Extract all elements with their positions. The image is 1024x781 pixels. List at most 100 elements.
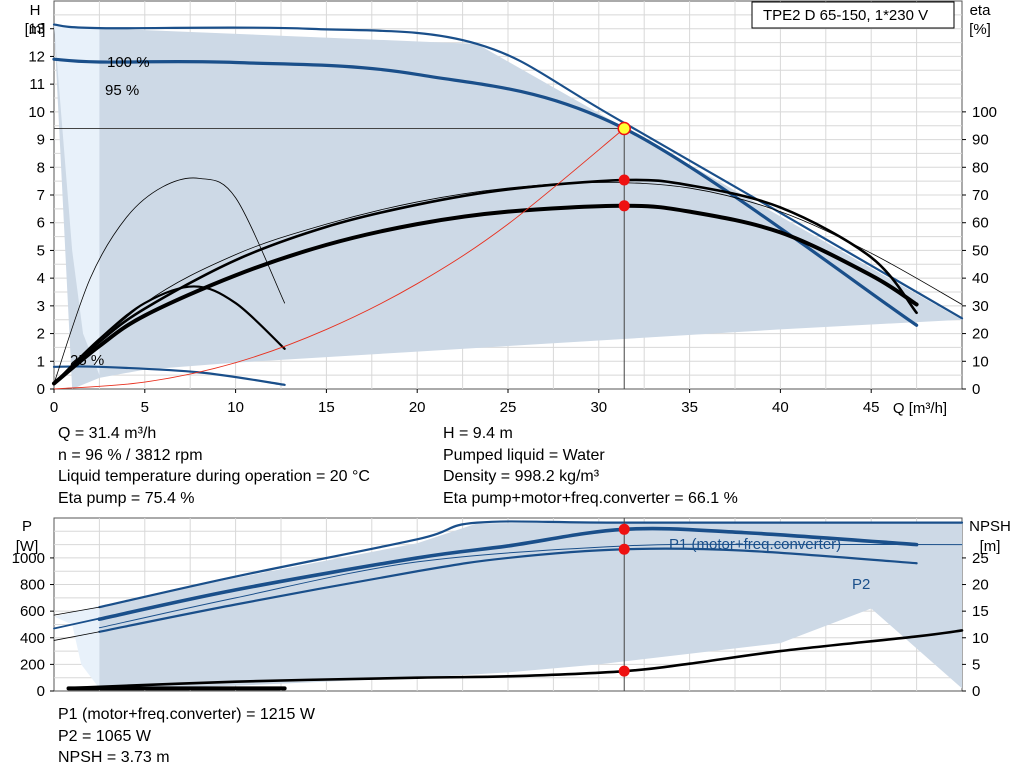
- power-chart-markers: [618, 518, 630, 691]
- info-density: Density = 998.2 kg/m³: [443, 468, 600, 485]
- power-y2-tick-label: 0: [972, 683, 980, 700]
- head-chart-ticks: 0123456789101112130102030405060708090100…: [28, 21, 997, 416]
- info-flow: Q = 31.4 m³/h: [58, 425, 157, 442]
- curve-p1-100: [98, 520, 964, 609]
- info-bottom-block: P1 (motor+freq.converter) = 1215 W P2 = …: [58, 704, 315, 769]
- power-y-tick-label: 600: [20, 603, 45, 620]
- x-tick-label: 0: [50, 399, 58, 416]
- head-y2-tick-label: 20: [972, 326, 989, 343]
- legend-p1: P1 (motor+freq.converter): [669, 536, 841, 553]
- info-head: H = 9.4 m: [443, 425, 513, 442]
- curve-p-thin-left-c: [53, 631, 100, 641]
- info-eta-total: Eta pump+motor+freq.converter = 66.1 %: [443, 489, 738, 507]
- head-y-axis-unit: [m]: [25, 21, 46, 38]
- head-y-tick-label: 4: [37, 270, 45, 287]
- info-right-block: H = 9.4 m Pumped liquid = Water Density …: [443, 423, 738, 509]
- npsh-axis-label: NPSH: [969, 518, 1011, 535]
- power-point-marker: [618, 665, 630, 677]
- info-p2: P2 = 1065 W: [58, 727, 151, 745]
- head-y-tick-label: 0: [37, 381, 45, 398]
- x-tick-label: 40: [772, 399, 789, 416]
- legend-p2: P2: [852, 576, 870, 593]
- curve-p-thin-left-a: [53, 606, 100, 616]
- npsh-axis-unit: [m]: [980, 538, 1001, 555]
- head-y-tick-label: 8: [37, 159, 45, 176]
- info-liquid-temp: Liquid temperature during operation = 20…: [58, 468, 370, 485]
- x-tick-label: 35: [681, 399, 698, 416]
- title-box-text: TPE2 D 65-150, 1*230 V: [763, 7, 928, 24]
- curve-eta-total: [52, 203, 919, 386]
- x-tick-label: 20: [409, 399, 426, 416]
- curve-p1-bold: [97, 526, 919, 621]
- curve-label-100: 100 %: [107, 54, 150, 71]
- curve-system-curve: [53, 128, 625, 390]
- head-area-fill: [54, 24, 962, 390]
- head-y-tick-label: 7: [37, 187, 45, 204]
- info-npsh: NPSH = 3.73 m: [58, 749, 170, 766]
- power-y-tick-label: 1000: [12, 550, 45, 567]
- head-y2-tick-label: 50: [972, 242, 989, 259]
- head-y-tick-label: 11: [29, 76, 45, 93]
- x-tick-label: 45: [863, 399, 880, 416]
- curve-eta-pump: [52, 178, 918, 385]
- head-y-tick-label: 3: [37, 298, 45, 315]
- curve-p-thin-left-b: [53, 617, 101, 630]
- curve-p2-95: [98, 547, 918, 633]
- head-y-tick-label: 9: [37, 132, 45, 149]
- head-y-tick-label: 5: [37, 242, 45, 259]
- head-y-tick-label: 2: [37, 326, 45, 343]
- head-y2-tick-label: 100: [972, 104, 997, 121]
- title-box: [751, 1, 955, 29]
- info-speed: n = 96 % / 3812 rpm: [58, 446, 203, 464]
- head-chart-curves: [52, 23, 964, 390]
- x-tick-label: 10: [227, 399, 244, 416]
- head-y-tick-label: 10: [28, 104, 45, 121]
- power-y2-tick-label: 10: [972, 630, 989, 647]
- curve-label-95: 95 %: [105, 82, 139, 99]
- head-y2-tick-label: 90: [972, 132, 989, 149]
- power-y-tick-label: 800: [20, 577, 45, 594]
- power-area-fill: [99, 522, 962, 690]
- power-y-tick-label: 200: [20, 656, 45, 673]
- x-tick-label: 15: [318, 399, 335, 416]
- power-y2-tick-label: 20: [972, 577, 989, 594]
- x-tick-label: 30: [590, 399, 607, 416]
- head-y-tick-label: 6: [37, 215, 45, 232]
- info-p1: P1 (motor+freq.converter) = 1215 W: [58, 706, 315, 723]
- x-tick-label: 5: [141, 399, 149, 416]
- head-y2-tick-label: 10: [972, 353, 989, 370]
- info-eta-pump: Eta pump = 75.4 %: [58, 489, 195, 507]
- power-chart-area: [54, 522, 962, 690]
- info-left-block: Q = 31.4 m³/h n = 96 % / 3812 rpm Liquid…: [58, 423, 370, 509]
- curve-head-95: [52, 57, 919, 327]
- head-y2-tick-label: 70: [972, 187, 989, 204]
- power-y-axis-unit: [W]: [16, 538, 39, 555]
- power-point-marker: [618, 523, 630, 535]
- power-point-marker: [618, 543, 630, 555]
- head-y2-tick-label: 30: [972, 298, 989, 315]
- eta-axis-unit: [%]: [969, 21, 991, 38]
- curve-eta-thin-big: [53, 182, 963, 384]
- head-y2-tick-label: 40: [972, 270, 989, 287]
- head-y-axis-label: H: [30, 2, 41, 19]
- power-y2-tick-label: 5: [972, 656, 980, 673]
- head-chart-markers: [54, 121, 631, 389]
- info-pumped-liquid: Pumped liquid = Water: [443, 446, 605, 464]
- power-chart-ticks: 0 200 400 600 800 1000 0 5 10 15 20 25: [12, 550, 989, 700]
- head-y2-tick-label: 0: [972, 381, 980, 398]
- curve-npsh: [67, 629, 964, 690]
- power-y2-tick-label: 25: [972, 550, 989, 567]
- x-axis-label: Q [m³/h]: [893, 400, 947, 417]
- eta-point-marker: [618, 200, 630, 212]
- head-y-tick-label: 12: [28, 48, 45, 65]
- head-y2-tick-label: 80: [972, 159, 989, 176]
- eta-axis-label: eta: [970, 2, 992, 19]
- head-y-tick-label: 1: [37, 353, 45, 370]
- head-y2-tick-label: 60: [972, 215, 989, 232]
- curve-eta-bold-small: [52, 285, 286, 385]
- power-area-left-fill: [54, 605, 100, 689]
- head-y-tick-label: 13: [28, 21, 45, 38]
- power-y2-tick-label: 15: [972, 603, 989, 620]
- power-chart-curves: [53, 520, 964, 691]
